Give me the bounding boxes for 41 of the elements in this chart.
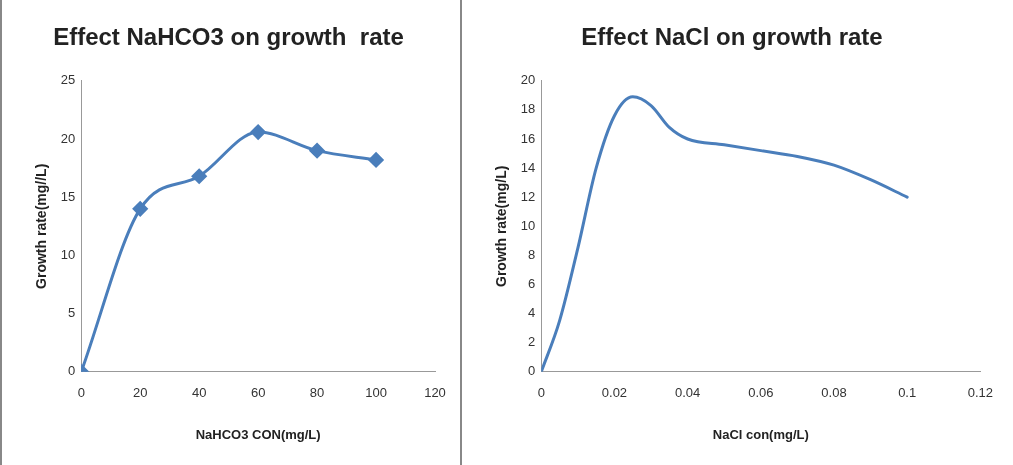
x-tick-label: 0.1 [898, 385, 917, 401]
x-tick-label: 80 [309, 385, 325, 401]
x-axis-title: NaCl con(mg/L) [712, 426, 809, 442]
x-axis-title: NaHCO3 CON(mg/L) [195, 426, 321, 442]
line-series [541, 95, 909, 372]
x-tick-label: 20 [132, 385, 148, 401]
point [191, 168, 207, 184]
y-tick-label: 4 [528, 305, 536, 321]
x-tick-label: 120 [424, 385, 446, 401]
y-tick-label: 8 [528, 246, 536, 262]
y-tick-label: 10 [60, 246, 76, 262]
y-tick-label: 10 [520, 217, 536, 233]
x-tick-label: 60 [250, 385, 266, 401]
y-axis-title: Growth rate(mg//L) [33, 163, 50, 289]
y-tick-label: 20 [60, 130, 76, 146]
chart-title: Effect NaHCO3 on growth rate [53, 23, 404, 51]
point [368, 152, 384, 168]
point [250, 124, 266, 140]
y-tick-label: 2 [528, 334, 536, 350]
x-tick-label: 0.08 [821, 385, 847, 401]
y-tick-label: 0 [68, 363, 76, 379]
y-axis-title: Growth rate(mg/L) [493, 165, 510, 287]
y-tick-label: 18 [520, 101, 536, 117]
y-tick-label: 14 [520, 159, 536, 175]
x-tick-label: 100 [365, 385, 387, 401]
x-tick-label: 0.02 [601, 385, 628, 401]
x-tick-label: 0.04 [674, 385, 701, 401]
y-tick-label: 12 [520, 188, 536, 204]
chart-title: Effect NaCl on growth rate [581, 23, 883, 51]
x-tick-label: 40 [191, 385, 207, 401]
y-tick-label: 5 [68, 305, 76, 321]
y-tick-label: 6 [528, 276, 536, 292]
y-tick-label: 25 [60, 72, 76, 88]
y-tick-label: 0 [528, 363, 536, 379]
point [132, 201, 148, 217]
x-tick-label: 0.12 [967, 385, 994, 401]
x-tick-label: 0.06 [748, 385, 774, 401]
y-tick-label: 16 [520, 130, 536, 146]
y-tick-label: 15 [60, 188, 76, 204]
point [309, 143, 325, 159]
y-tick-label: 20 [520, 72, 536, 88]
